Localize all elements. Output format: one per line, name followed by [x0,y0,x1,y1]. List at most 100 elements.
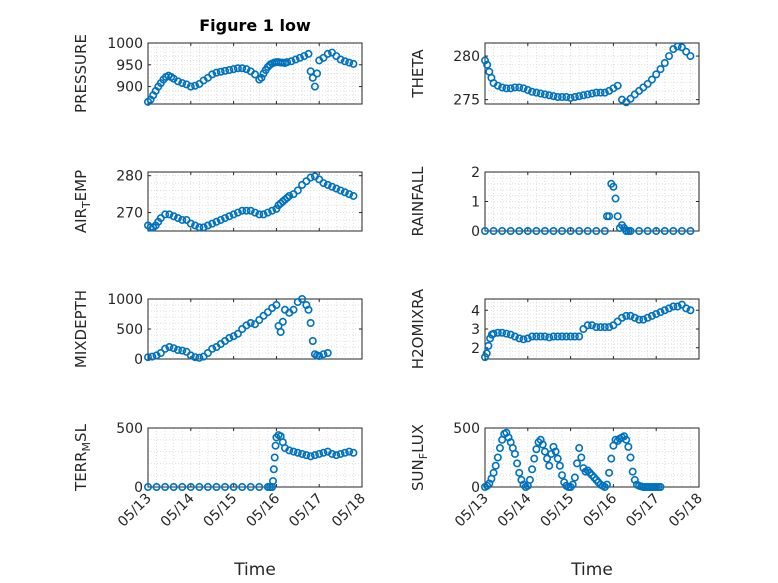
data-point [510,83,519,92]
data-point [480,227,489,236]
data-point [626,94,635,103]
y-tick-label: 0 [134,352,143,368]
data-point [656,65,665,74]
data-point [665,52,674,61]
data-point [498,328,507,337]
data-point [323,180,332,189]
grid-terrmsl [147,427,363,488]
data-point [643,227,652,236]
data-point [212,68,221,77]
data-point [566,332,575,341]
x-tick-label: 05/13 [115,491,155,531]
data-point [319,350,328,359]
data-point [208,70,217,79]
data-point [626,453,635,462]
data-point [208,344,217,353]
data-point [289,447,298,456]
data-point [555,461,564,470]
data-point [251,70,260,79]
data-point [480,353,489,362]
data-point [203,482,212,491]
data-point [611,194,620,203]
data-point [302,451,311,460]
data-point [643,79,652,88]
data-point [293,186,302,195]
data-point [295,53,304,62]
data-point [315,351,324,360]
data-point [489,227,498,236]
data-point [229,210,238,219]
data-point [144,353,153,362]
data-point [263,208,272,217]
data-point [336,55,345,64]
data-point [532,445,541,454]
y-axis-label: SUNFLUX [409,424,430,491]
data-point [553,93,562,102]
data-point [519,335,528,344]
x-tick-label: 05/14 [158,490,198,530]
data-point [229,482,238,491]
axes-box-terrmsl [147,427,363,488]
data-point [549,92,558,101]
data-point [319,179,328,188]
grid-rainfall [484,171,700,232]
data-point [652,227,661,236]
data-point [298,294,307,303]
data-point [635,227,644,236]
y-tick-label: 0 [471,480,480,496]
data-point [203,348,212,357]
data-point [178,79,187,88]
data-point [306,318,315,327]
data-point [647,75,656,84]
data-point [173,345,182,354]
data-point [484,341,493,350]
data-point [513,459,522,468]
series-h2omixra [480,300,695,362]
y-tick-label: 280 [116,169,143,185]
data-point [660,306,669,315]
y-tick-label: 4 [471,303,480,319]
data-point [238,206,247,215]
data-point [562,332,571,341]
data-point [186,82,195,91]
data-point [562,93,571,102]
data-point [238,64,247,73]
data-point [323,348,332,357]
data-point [225,333,234,342]
data-point [607,454,616,463]
data-point [506,330,515,339]
data-point [545,333,554,342]
data-point [306,452,315,461]
data-point [515,227,524,236]
data-point [165,342,174,351]
data-point [278,317,287,326]
series-pressure [144,48,358,106]
y-tick-label: 275 [453,93,480,109]
data-point [283,58,292,67]
data-point [212,482,221,491]
data-point [553,454,562,463]
data-point [570,93,579,102]
data-point [600,323,609,332]
data-point [558,93,567,102]
data-point [221,482,230,491]
data-point [628,467,637,476]
x-tick-label: 05/17 [623,491,663,531]
data-point [332,451,341,460]
subplot-pressure: 900 950 1000 PRESSURE Figure 1 low [72,16,363,113]
data-point [660,227,669,236]
data-point [558,471,567,480]
subplot-mixdepth: 0 500 1000 MIXDEPTH [72,290,363,368]
y-tick-label: 0 [134,480,143,496]
data-point [186,482,195,491]
data-point [624,442,633,451]
data-point [515,83,524,92]
data-point [271,441,280,450]
data-point [523,86,532,95]
data-point [191,81,200,90]
data-point [525,475,534,484]
data-point [291,55,300,64]
data-point [558,227,567,236]
